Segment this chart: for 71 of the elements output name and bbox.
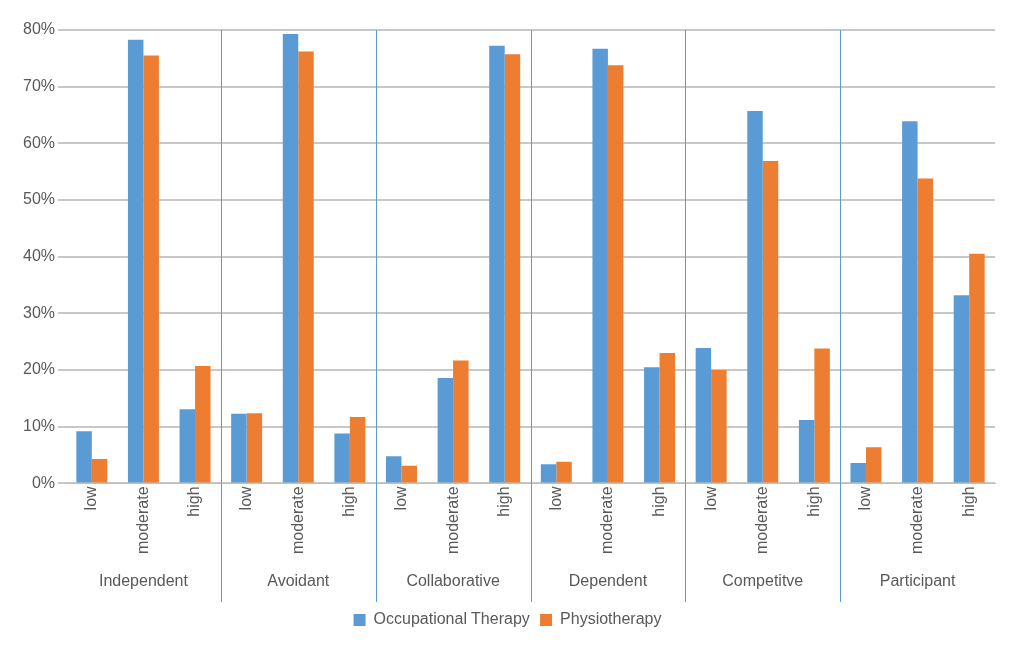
- bar: [76, 431, 92, 483]
- bar: [747, 111, 763, 483]
- bar: [850, 463, 866, 483]
- bar: [386, 456, 402, 483]
- bar: [334, 433, 350, 483]
- y-tick-label: 20%: [22, 360, 56, 378]
- text: Dependent: [568, 572, 648, 590]
- y-tick-label: 60%: [22, 133, 56, 151]
- x-tick-label: low: [546, 485, 564, 511]
- bar: [798, 419, 815, 483]
- x-tick-label: high: [804, 486, 822, 517]
- x-tick-label: high: [495, 486, 513, 517]
- text: Independent: [98, 572, 189, 590]
- x-tick-label: moderate: [907, 486, 925, 554]
- bar: [659, 353, 676, 483]
- legend-label: Physiotherapy: [560, 610, 662, 628]
- y-tick-label: 50%: [22, 190, 56, 208]
- x-tick-label: moderate: [598, 486, 616, 554]
- bar: [91, 459, 108, 483]
- bar: [814, 348, 830, 483]
- bar: [953, 295, 970, 483]
- x-tick-label: low: [237, 485, 255, 511]
- bar: [695, 347, 712, 483]
- x-tick-label: moderate: [288, 486, 306, 554]
- y-tick-label: 10%: [22, 417, 56, 435]
- text: Collaborative: [406, 572, 500, 590]
- bar: [762, 160, 779, 483]
- bar: [231, 413, 247, 483]
- x-tick-label: moderate: [753, 486, 771, 554]
- bar: [556, 461, 572, 483]
- bar: [644, 367, 660, 483]
- x-tick-label: low: [856, 485, 874, 511]
- bar: [349, 417, 366, 483]
- x-tick-label: high: [185, 486, 203, 517]
- bar: [179, 409, 196, 483]
- bar: [969, 253, 985, 483]
- x-tick-label: high: [340, 486, 358, 517]
- bar: [401, 465, 417, 483]
- x-tick-label: low: [391, 485, 409, 511]
- x-tick-label: low: [82, 485, 100, 511]
- y-tick-label: 70%: [22, 77, 56, 95]
- y-tick-label: 30%: [22, 303, 56, 321]
- bar: [504, 54, 521, 483]
- text: Avoidant: [267, 572, 330, 590]
- x-tick-label: low: [701, 485, 719, 511]
- x-tick-label: high: [959, 486, 977, 517]
- bar: [453, 360, 469, 483]
- bar: [143, 55, 159, 483]
- y-tick-label: 40%: [22, 247, 56, 265]
- bar: [865, 447, 882, 483]
- bar: [592, 48, 608, 483]
- bar: [711, 370, 727, 483]
- x-tick-label: moderate: [443, 486, 461, 554]
- bar: [607, 65, 624, 483]
- bar: [195, 366, 211, 483]
- bar: [298, 51, 314, 483]
- legend-label: Occupational Therapy: [373, 610, 530, 628]
- bar: [282, 33, 299, 483]
- text: Competitve: [722, 572, 804, 590]
- bar: [127, 39, 144, 483]
- bar: [489, 45, 505, 483]
- bar: [246, 413, 263, 483]
- text: Participant: [879, 572, 956, 590]
- bar: [917, 178, 934, 483]
- y-tick-label: 80%: [22, 20, 56, 38]
- bar: [437, 377, 454, 483]
- bar: [540, 464, 557, 483]
- x-tick-label: high: [649, 486, 667, 517]
- bar: [902, 121, 918, 483]
- y-tick-label: 0%: [31, 473, 56, 491]
- x-tick-label: moderate: [133, 486, 151, 554]
